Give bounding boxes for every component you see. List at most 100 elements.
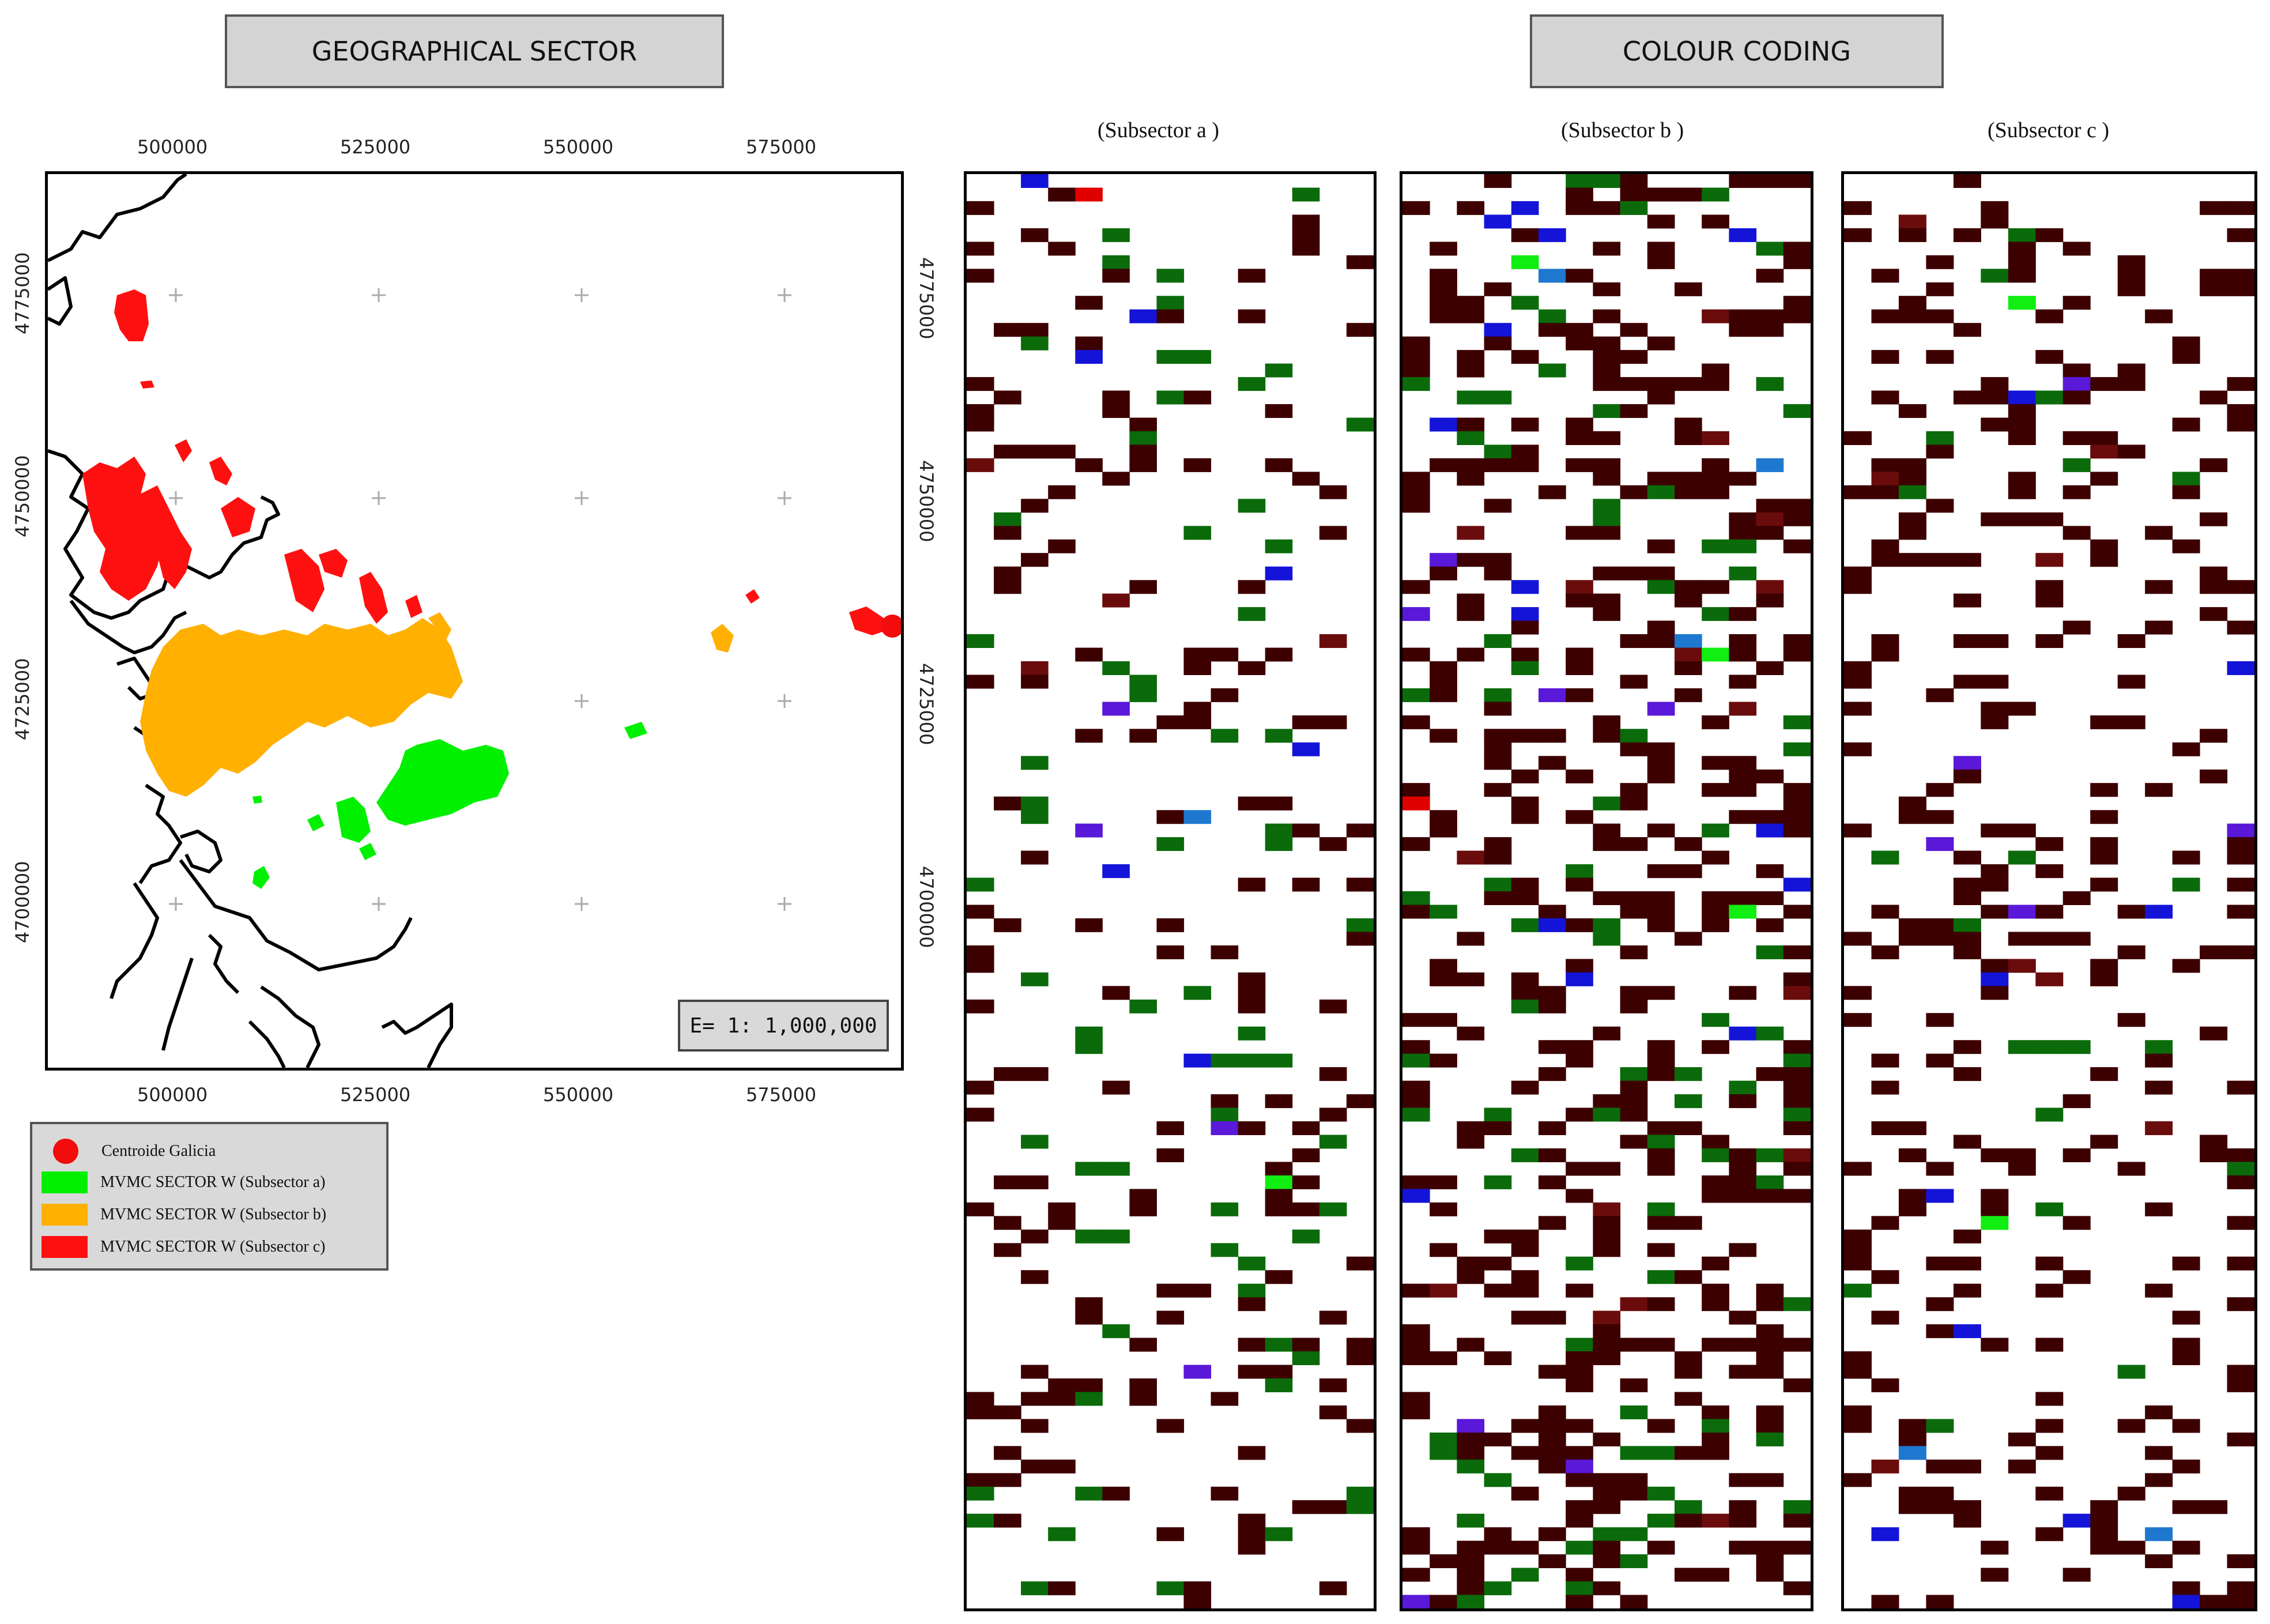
grid-cell <box>1729 309 1757 323</box>
grid-cell <box>1783 309 1811 323</box>
grid-cell <box>1457 417 1485 432</box>
grid-cell <box>2172 1256 2200 1271</box>
grid-cell <box>1566 1473 1593 1487</box>
grid-cell <box>1783 634 1811 648</box>
grid-cell <box>994 1446 1021 1460</box>
grid-cell <box>1702 580 1729 594</box>
grid-cell <box>1647 566 1675 581</box>
grid-cell <box>1593 1229 1621 1244</box>
grid-cell <box>1129 417 1157 432</box>
grid-cell <box>1156 715 1185 729</box>
grid-cell <box>1756 593 1784 608</box>
grid-cell <box>2008 417 2036 432</box>
grid-cell <box>1702 458 1729 472</box>
geographical-map[interactable] <box>45 171 904 1071</box>
grid-cell <box>2172 539 2200 553</box>
grid-cell <box>1926 282 1954 296</box>
grid-cell <box>1898 214 1926 229</box>
grid-cell <box>1675 377 1702 391</box>
grid-cell <box>1953 850 1981 865</box>
grid-cell <box>1430 1446 1457 1460</box>
grid-cell <box>1566 1595 1593 1608</box>
grid-cell <box>1265 1202 1293 1216</box>
grid-cell <box>2062 1513 2091 1528</box>
grid-cell <box>1566 526 1593 540</box>
grid-cell <box>2008 1162 2036 1176</box>
grid-cell <box>1511 769 1539 783</box>
grid-cell <box>1756 1540 1784 1555</box>
grid-cell <box>1265 729 1293 743</box>
grid-cell <box>1783 1297 1811 1312</box>
grid-cell <box>2172 850 2200 865</box>
grid-cell <box>2062 1270 2091 1284</box>
grid-cell <box>1593 823 1621 838</box>
grid-cell <box>1346 918 1374 932</box>
grid-cell <box>1129 444 1157 459</box>
grid-cell <box>1675 282 1702 296</box>
grid-cell <box>1898 512 1926 526</box>
grid-cell <box>1647 1216 1675 1230</box>
grid-cell <box>1844 823 1872 838</box>
legend-swatch-subsector-c <box>42 1236 88 1258</box>
grid-cell <box>1729 472 1757 486</box>
colour-coding-title: COLOUR CODING <box>1622 36 1852 67</box>
grid-cell <box>1075 187 1103 202</box>
grid-cell <box>1156 309 1185 323</box>
grid-cell <box>1265 404 1293 418</box>
grid-cell <box>1898 458 1926 472</box>
grid-cell <box>1702 1297 1729 1312</box>
grid-cell <box>1981 959 2009 973</box>
map-y-tick-left-3: 4725000 <box>12 658 33 740</box>
grid-cell <box>1953 945 1981 959</box>
grid-cell <box>1402 1337 1430 1352</box>
grid-cell <box>1647 1297 1675 1312</box>
grid-cell <box>1871 553 1899 567</box>
grid-cell <box>1783 1513 1811 1528</box>
grid-cell <box>1593 796 1621 811</box>
legend-item-subsector-a: MVMC SECTOR W (Subsector a) <box>42 1167 325 1198</box>
grid-cell <box>2090 715 2118 729</box>
colour-grid-subsector-a[interactable] <box>964 171 1377 1611</box>
grid-cell <box>1729 323 1757 337</box>
panel-title-subsector-a: (Subsector a ) <box>1098 118 1220 142</box>
grid-cell <box>1265 1094 1293 1109</box>
grid-cell <box>2062 1094 2091 1109</box>
grid-cell <box>1539 999 1566 1013</box>
grid-cell <box>1647 580 1675 594</box>
grid-cell <box>2227 377 2254 391</box>
grid-cell <box>1871 1595 1899 1608</box>
grid-cell <box>2090 431 2118 445</box>
grid-cell <box>1783 810 1811 824</box>
grid-cell <box>2227 1595 2254 1608</box>
panel-title-subsector-b: (Subsector b ) <box>1561 118 1684 142</box>
grid-cell <box>2117 945 2145 959</box>
grid-cell <box>1729 1337 1757 1352</box>
grid-cell <box>1647 864 1675 879</box>
grid-cell <box>1702 1513 1729 1528</box>
grid-cell <box>1620 796 1648 811</box>
colour-grid-subsector-b[interactable] <box>1400 171 1813 1611</box>
grid-cell <box>1783 823 1811 838</box>
grid-cell <box>1238 1540 1266 1555</box>
grid-cell <box>1593 1243 1621 1257</box>
grid-cell <box>1898 1446 1926 1460</box>
grid-cell <box>1430 905 1457 919</box>
grid-cell <box>1292 1175 1320 1189</box>
grid-cell <box>1539 1554 1566 1569</box>
grid-cell <box>1402 499 1430 513</box>
grid-cell <box>1183 810 1212 824</box>
grid-cell <box>2008 850 2036 865</box>
grid-cell <box>2117 1013 2145 1027</box>
grid-cell <box>1620 174 1648 188</box>
grid-cell <box>1953 1256 1981 1271</box>
grid-cell <box>1457 593 1485 608</box>
colour-grid-subsector-c[interactable] <box>1841 171 2257 1611</box>
grid-cell <box>2172 472 2200 486</box>
grid-cell <box>1484 1581 1512 1596</box>
grid-cell <box>2227 580 2254 594</box>
grid-cell <box>2227 1365 2254 1379</box>
grid-cell <box>1539 1040 1566 1054</box>
grid-cell <box>2145 1121 2173 1135</box>
grid-cell <box>1566 580 1593 594</box>
grid-cell <box>967 1405 994 1419</box>
